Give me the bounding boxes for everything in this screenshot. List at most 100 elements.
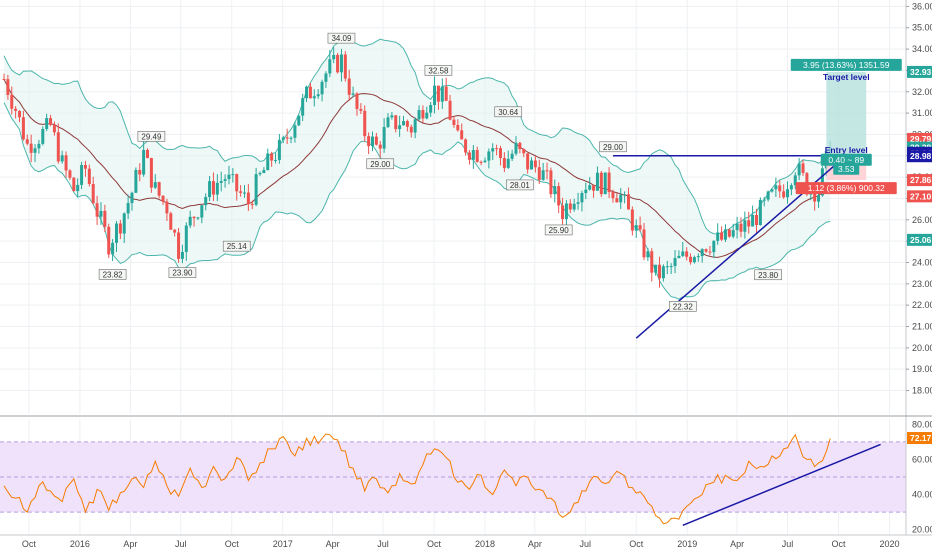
candle-body	[405, 121, 409, 127]
price-tick-label: 19.00	[912, 364, 932, 374]
candle-body	[603, 172, 607, 195]
candle-body	[33, 148, 37, 153]
candle-body	[153, 182, 157, 188]
candle-body	[607, 172, 611, 193]
candle-body	[21, 117, 25, 140]
time-tick-label: 2020	[879, 539, 899, 549]
target-level-label: Target level	[823, 72, 870, 82]
candle-body	[64, 155, 68, 171]
price-axis[interactable]: 36.0035.0034.0033.0032.0031.0030.0029.00…	[906, 1, 932, 396]
time-tick-label: 2019	[677, 539, 697, 549]
candle-body	[398, 125, 402, 130]
candle-body	[456, 124, 460, 131]
candle-body	[417, 110, 421, 120]
time-axis[interactable]: Oct 2016 Apr Jul Oct 2017 Apr Jul Oct 2018 Apr Jul O…	[22, 539, 900, 549]
price-tick-label: 21.00	[912, 322, 932, 332]
candle-body	[359, 108, 363, 111]
ratio-label-1: 0.40 ~ 89	[828, 155, 864, 165]
candle-body	[735, 223, 739, 231]
candle-body	[429, 104, 433, 113]
candle-body	[274, 159, 278, 161]
time-tick-label: Oct	[225, 539, 240, 549]
drawings[interactable]: 3.95 (13.63%) 1351.59 Target level Entry l…	[612, 58, 902, 339]
candle-body	[530, 160, 534, 170]
time-tick-label: Oct	[22, 539, 37, 549]
candle-body	[332, 54, 336, 60]
candle-body	[584, 189, 588, 193]
candle-body	[518, 142, 522, 150]
candle-body	[681, 251, 685, 256]
candle-body	[514, 142, 518, 154]
candle-body	[533, 160, 537, 168]
candle-body	[41, 128, 45, 144]
hl-label-box	[168, 267, 197, 278]
candle-body	[103, 210, 107, 227]
time-tick-label: Jul	[175, 539, 187, 549]
target-zone[interactable]	[826, 71, 867, 156]
rsi-axis[interactable]: 80.00 60.00 40.00 20.00 72.17	[907, 419, 932, 535]
hl-label-box	[366, 158, 395, 170]
candle-body	[188, 216, 192, 226]
candle-body	[370, 136, 374, 147]
price-tag-label: 25.06	[910, 235, 932, 245]
candle-body	[289, 137, 293, 139]
candle-body	[448, 100, 452, 120]
candle-body	[301, 98, 305, 116]
candle-body	[650, 251, 654, 273]
candle-body	[305, 86, 309, 99]
time-tick-label: Jul	[580, 539, 592, 549]
candle-body	[347, 78, 351, 95]
candle-body	[700, 249, 704, 257]
time-tick-label: 2016	[70, 539, 90, 549]
candle-body	[487, 151, 491, 161]
candle-body	[219, 180, 223, 183]
candle-body	[630, 209, 634, 231]
hl-label-box	[222, 240, 251, 252]
candle-body	[433, 85, 437, 105]
candle-body	[747, 220, 751, 227]
candle-body	[801, 163, 805, 174]
candle-body	[126, 203, 130, 214]
stop-amount-label-box	[795, 182, 897, 195]
stop-amount-label: 1.12 (3.86%) 900.32	[808, 183, 885, 193]
candle-body	[638, 225, 642, 230]
hl-label: 23.90	[172, 269, 193, 278]
candle-body	[169, 213, 173, 230]
candle-body	[173, 229, 177, 233]
candle-body	[537, 167, 541, 180]
candle-body	[665, 266, 669, 268]
candle-body	[111, 242, 115, 255]
candle-body	[223, 179, 227, 181]
candle-body	[526, 153, 530, 170]
candle-body	[820, 168, 824, 196]
rsi-tick-label: 40.00	[912, 490, 932, 500]
candle-body	[692, 257, 696, 263]
candle-body	[37, 143, 41, 149]
price-tick-label: 36.00	[912, 1, 932, 11]
price-tag-label: 28.98	[910, 151, 932, 161]
time-tick-label: Oct	[629, 539, 644, 549]
candle-body	[626, 194, 630, 210]
candle-body	[704, 249, 708, 252]
price-tag-label: 27.86	[910, 175, 932, 185]
candle-body	[107, 226, 111, 255]
hl-label: 23.80	[758, 271, 779, 280]
candle-body	[68, 170, 72, 178]
hl-label-box	[506, 179, 534, 191]
candle-body	[45, 118, 49, 129]
candle-body	[29, 143, 33, 153]
candle-body	[157, 182, 161, 196]
candle-body	[138, 169, 142, 175]
candle-body	[266, 153, 270, 171]
candle-body	[549, 170, 553, 195]
hl-label-box	[98, 269, 127, 280]
time-tick-label: Jul	[782, 539, 794, 549]
candle-body	[130, 192, 134, 204]
candle-body	[786, 189, 790, 198]
candle-body	[731, 230, 735, 237]
candle-body	[192, 216, 196, 219]
candle-body	[308, 86, 312, 99]
candle-body	[254, 174, 258, 205]
